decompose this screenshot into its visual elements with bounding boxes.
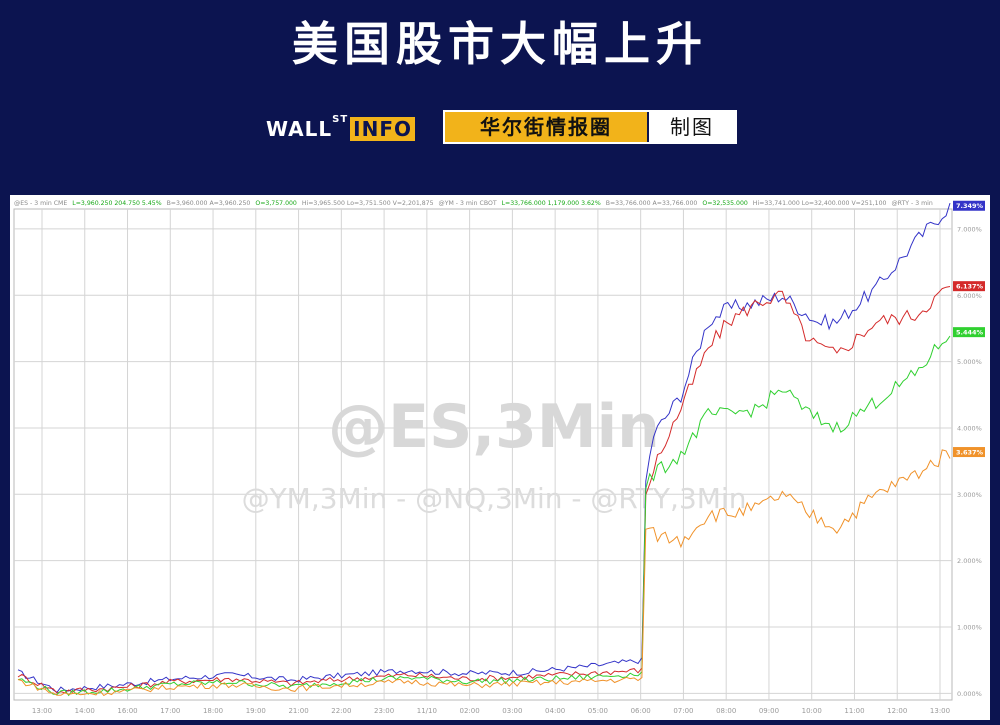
- source-tag-sub: 制图: [647, 112, 735, 142]
- watermark-main: @ES,3Min: [328, 392, 660, 462]
- end-value-marker: [953, 200, 985, 211]
- end-value-label: 7.349%: [956, 202, 984, 210]
- series-line: [17, 335, 951, 697]
- chart-panel: @ES - 3 min CME L=3,960.250 204.750 5.45…: [10, 195, 990, 720]
- infobar-es-tail: Hi=3,965.500 Lo=3,751.500 V=2,201,875: [302, 200, 434, 207]
- y-tick-label: 1.000%: [957, 624, 982, 632]
- end-value-label: 3.637%: [956, 449, 984, 457]
- x-tick-label: 04:00: [545, 707, 565, 715]
- x-tick-label: 06:00: [631, 707, 651, 715]
- series-line: [17, 449, 951, 697]
- infobar-es-prefix: @ES - 3 min CME: [14, 199, 67, 207]
- y-tick-label: 6.000%: [957, 292, 982, 300]
- plot-frame: [13, 208, 953, 701]
- x-tick-label: 11:00: [844, 707, 864, 715]
- logo-info: INFO: [350, 117, 416, 141]
- end-value-marker: [953, 281, 985, 292]
- x-tick-label: 12:00: [887, 707, 907, 715]
- x-tick-label: 03:00: [502, 707, 522, 715]
- y-tick-label: 3.000%: [957, 491, 982, 499]
- x-tick-label: 09:00: [759, 707, 779, 715]
- grid: [13, 208, 953, 701]
- x-tick-label: 22:00: [331, 707, 351, 715]
- infobar-ym-mid: B=33,766.000 A=33,766.000: [606, 200, 698, 207]
- x-tick-label: 23:00: [374, 707, 394, 715]
- logo-wall: WALL: [266, 117, 333, 141]
- end-value-label: 5.444%: [956, 329, 984, 337]
- x-tick-label: 16:00: [117, 707, 137, 715]
- x-tick-label: 19:00: [246, 707, 266, 715]
- source-tag-main: 华尔街情报圈: [445, 112, 647, 142]
- infobar-es-open: O=3,757.000: [255, 200, 297, 207]
- page-title: 美国股市大幅上升: [292, 17, 708, 71]
- x-tick-label: 10:00: [802, 707, 822, 715]
- x-tick-label: 11/10: [417, 707, 437, 715]
- logo-st: ST: [332, 114, 349, 125]
- x-tick-label: 05:00: [588, 707, 608, 715]
- wallstinfo-logo: WALLST INFO: [266, 114, 416, 141]
- y-tick-label: 2.000%: [957, 557, 982, 565]
- x-tick-label: 18:00: [203, 707, 223, 715]
- x-axis: 13:00 14:00 16:00 17:00 18:00 19:00 21:00 22:00…: [32, 707, 950, 715]
- source-tag: 华尔街情报圈 制图: [443, 110, 737, 144]
- infobar-ym-open: O=32,535.000: [702, 200, 748, 207]
- series-layer: [17, 202, 951, 697]
- x-tick-label: 02:00: [460, 707, 480, 715]
- x-tick-label: 13:00: [930, 707, 950, 715]
- x-tick-label: 08:00: [716, 707, 736, 715]
- y-tick-label: 0.000%: [957, 690, 982, 698]
- infobar-text: @ES - 3 min CME L=3,960.250 204.750 5.45…: [14, 199, 933, 207]
- end-value-marker: [953, 327, 985, 338]
- infobar-es-stats: L=3,960.250 204.750 5.45%: [72, 200, 161, 207]
- x-tick-label: 13:00: [32, 707, 52, 715]
- y-tick-label: 5.000%: [957, 358, 982, 366]
- x-tick-label: 14:00: [75, 707, 95, 715]
- x-tick-label: 07:00: [673, 707, 693, 715]
- series-line: [17, 202, 951, 693]
- x-tick-label: 17:00: [160, 707, 180, 715]
- y-tick-label: 7.000%: [957, 225, 982, 233]
- brand-row: WALLST INFO 华尔街情报圈 制图: [0, 110, 1000, 150]
- infobar-ym-prefix: @YM - 3 min CBOT: [439, 199, 497, 207]
- infobar-es-mid: B=3,960.000 A=3,960.250: [167, 200, 251, 207]
- line-chart: @ES - 3 min CME L=3,960.250 204.750 5.45…: [10, 195, 990, 720]
- end-value-marker: [953, 447, 985, 458]
- infobar-ym-tail: Hi=33,741.000 Lo=32,400.000 V=251,100: [753, 200, 887, 207]
- infobar-ym-stats: L=33,766.000 1,179.000 3.62%: [502, 200, 601, 207]
- watermark-sub: @YM,3Min - @NQ,3Min - @RTY,3Min: [242, 482, 747, 515]
- x-tick-label: 21:00: [288, 707, 308, 715]
- series-line: [17, 286, 951, 694]
- y-tick-label: 4.000%: [957, 424, 982, 432]
- y-axis: 0.000% 1.000% 2.000% 3.000% 4.000% 5.000% 6.00…: [953, 200, 985, 698]
- end-value-label: 6.137%: [956, 283, 984, 291]
- infobar-rty-prefix: @RTY - 3 min: [891, 199, 932, 207]
